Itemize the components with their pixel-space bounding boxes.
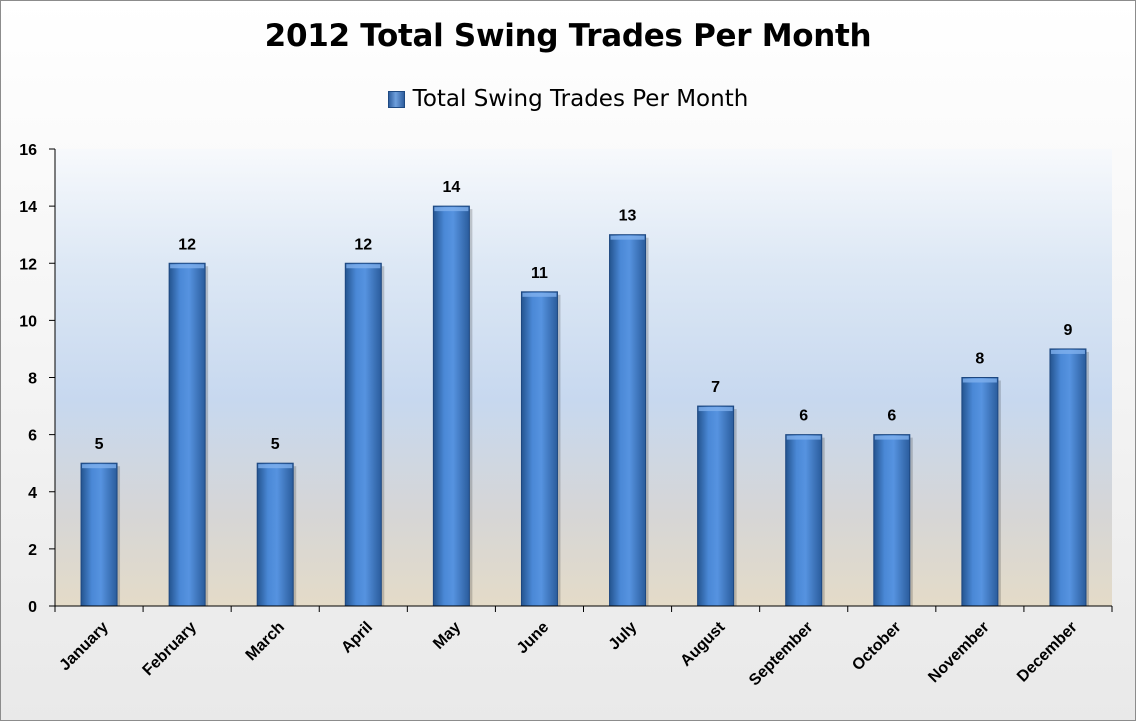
bar-august xyxy=(697,405,735,607)
x-tick-label: May xyxy=(430,619,464,653)
bar-december xyxy=(1049,348,1087,607)
bar-top-bevel xyxy=(434,207,469,212)
x-tick-label: February xyxy=(140,619,201,680)
x-tick-label: January xyxy=(56,619,111,674)
bar-february xyxy=(168,262,206,607)
x-tick-label: August xyxy=(677,618,728,669)
bar-top-bevel xyxy=(170,264,205,269)
y-tick-label: 2 xyxy=(28,542,37,559)
bar-top-bevel xyxy=(874,435,909,440)
bar-may xyxy=(432,205,470,607)
x-tick-label: June xyxy=(514,619,552,657)
plot-area xyxy=(55,149,1112,606)
bar-top-bevel xyxy=(1050,349,1085,354)
x-tick-label: December xyxy=(1014,619,1081,686)
bar-top-bevel xyxy=(698,407,733,412)
y-tick-label: 0 xyxy=(28,599,37,616)
data-label: 14 xyxy=(442,179,460,196)
bar-april xyxy=(344,262,382,607)
x-tick-label: March xyxy=(243,619,288,664)
data-label: 6 xyxy=(887,408,896,425)
y-tick-label: 4 xyxy=(28,485,37,502)
bar-top-bevel xyxy=(962,378,997,383)
y-tick-label: 12 xyxy=(19,256,37,273)
data-label: 5 xyxy=(271,436,280,453)
y-tick-label: 16 xyxy=(19,142,37,159)
bar-march xyxy=(256,462,294,607)
x-tick-label: April xyxy=(338,619,376,657)
data-label: 7 xyxy=(711,379,720,396)
bar-top-bevel xyxy=(610,235,645,240)
legend-swatch xyxy=(387,90,405,108)
y-tick-label: 8 xyxy=(28,371,37,388)
data-label: 5 xyxy=(95,436,104,453)
bar-july xyxy=(609,234,647,607)
bar-june xyxy=(520,291,558,607)
data-label: 6 xyxy=(799,408,808,425)
bar-november xyxy=(961,377,999,607)
bar-top-bevel xyxy=(786,435,821,440)
data-label: 9 xyxy=(1064,322,1073,339)
y-tick-label: 10 xyxy=(19,313,37,330)
x-tick-label: October xyxy=(849,619,904,674)
bar-top-bevel xyxy=(258,464,293,469)
legend-label: Total Swing Trades Per Month xyxy=(412,86,749,112)
bar-top-bevel xyxy=(522,292,557,297)
data-label: 11 xyxy=(531,265,548,282)
x-tick-label: November xyxy=(925,619,992,686)
bar-january xyxy=(80,462,118,607)
x-tick-label: September xyxy=(746,619,817,690)
chart-title: 2012 Total Swing Trades Per Month xyxy=(264,18,872,54)
data-label: 12 xyxy=(354,236,372,253)
y-tick-label: 14 xyxy=(19,199,37,216)
bar-top-bevel xyxy=(346,264,381,269)
x-tick-label: July xyxy=(606,619,641,654)
data-label: 8 xyxy=(975,351,984,368)
bar-september xyxy=(785,434,823,607)
y-tick-label: 6 xyxy=(28,428,37,445)
data-label: 12 xyxy=(178,236,196,253)
bar-top-bevel xyxy=(82,464,117,469)
bar-october xyxy=(873,434,911,607)
data-label: 13 xyxy=(619,208,637,225)
legend: Total Swing Trades Per Month xyxy=(0,86,1136,112)
